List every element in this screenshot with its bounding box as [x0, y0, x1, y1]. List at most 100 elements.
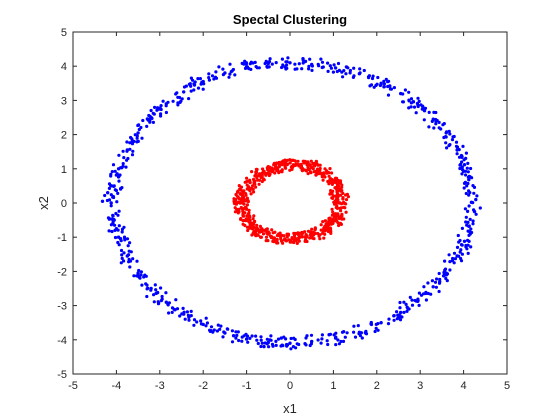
data-point [463, 163, 466, 166]
data-point [411, 304, 414, 307]
data-point [144, 282, 147, 285]
data-point [140, 137, 143, 140]
data-point [468, 204, 471, 207]
data-point [323, 233, 326, 236]
data-point [415, 111, 418, 114]
data-point [252, 224, 255, 227]
data-point [278, 165, 281, 168]
data-point [320, 223, 323, 226]
data-point [289, 347, 292, 350]
data-point [245, 214, 248, 217]
data-point [402, 100, 405, 103]
data-point [393, 319, 396, 322]
data-point [327, 333, 330, 336]
x-axis-label: x1 [283, 401, 297, 416]
data-point [186, 310, 189, 313]
data-point [281, 344, 284, 347]
data-point [467, 234, 470, 237]
data-point [332, 195, 335, 198]
data-point [269, 235, 272, 238]
data-point [285, 239, 288, 242]
data-point [457, 241, 460, 244]
data-point [241, 336, 244, 339]
data-point [244, 199, 247, 202]
data-point [112, 218, 115, 221]
data-point [455, 141, 458, 144]
data-point [148, 119, 151, 122]
data-point [245, 208, 248, 211]
data-point [336, 221, 339, 224]
y-tick-label: 5 [61, 27, 67, 39]
data-point [240, 340, 243, 343]
data-point [435, 286, 438, 289]
data-point [174, 92, 177, 95]
data-point [392, 314, 395, 317]
data-point [465, 152, 468, 155]
data-point [328, 193, 331, 196]
data-point [254, 230, 257, 233]
data-point [294, 338, 297, 341]
data-point [124, 166, 127, 169]
data-point [210, 325, 213, 328]
data-point [310, 69, 313, 72]
data-point [154, 288, 157, 291]
data-point [125, 150, 128, 153]
data-point [301, 235, 304, 238]
data-point [108, 187, 111, 190]
data-point [221, 335, 224, 338]
data-point [136, 271, 139, 274]
data-point [153, 300, 156, 303]
data-point [240, 186, 243, 189]
data-point [468, 191, 471, 194]
data-point [346, 331, 349, 334]
data-point [182, 90, 185, 93]
data-point [444, 268, 447, 271]
data-point [217, 65, 220, 68]
data-point [255, 168, 258, 171]
data-point [127, 253, 130, 256]
data-point [464, 181, 467, 184]
data-point [279, 232, 282, 235]
data-point [349, 69, 352, 72]
data-point [295, 238, 298, 241]
data-point [205, 317, 208, 320]
data-point [329, 227, 332, 230]
data-point [101, 200, 104, 203]
data-point [270, 170, 273, 173]
data-point [448, 268, 451, 271]
data-point [234, 206, 237, 209]
y-tick-label: 1 [61, 164, 67, 176]
data-point [456, 246, 459, 249]
data-point [132, 140, 135, 143]
data-point [311, 237, 314, 240]
data-point [410, 299, 413, 302]
data-point [291, 159, 294, 162]
data-point [114, 170, 117, 173]
data-point [321, 66, 324, 69]
data-point [464, 170, 467, 173]
data-point [118, 243, 121, 246]
data-point [222, 73, 225, 76]
data-point [234, 193, 237, 196]
data-point [187, 316, 190, 319]
data-point [110, 230, 113, 233]
data-point [470, 231, 473, 234]
data-point [455, 145, 458, 148]
data-point [221, 68, 224, 71]
data-point [305, 236, 308, 239]
data-point [237, 339, 240, 342]
data-point [342, 330, 345, 333]
data-point [307, 165, 310, 168]
x-tick-label: -4 [112, 380, 122, 392]
data-point [302, 61, 305, 64]
data-point [247, 218, 250, 221]
data-point [434, 120, 437, 123]
data-point [275, 61, 278, 64]
data-point [431, 279, 434, 282]
data-point [165, 111, 168, 114]
data-point [235, 334, 238, 337]
y-axis-label: x2 [36, 196, 51, 210]
data-point [442, 274, 445, 277]
data-point [320, 337, 323, 340]
